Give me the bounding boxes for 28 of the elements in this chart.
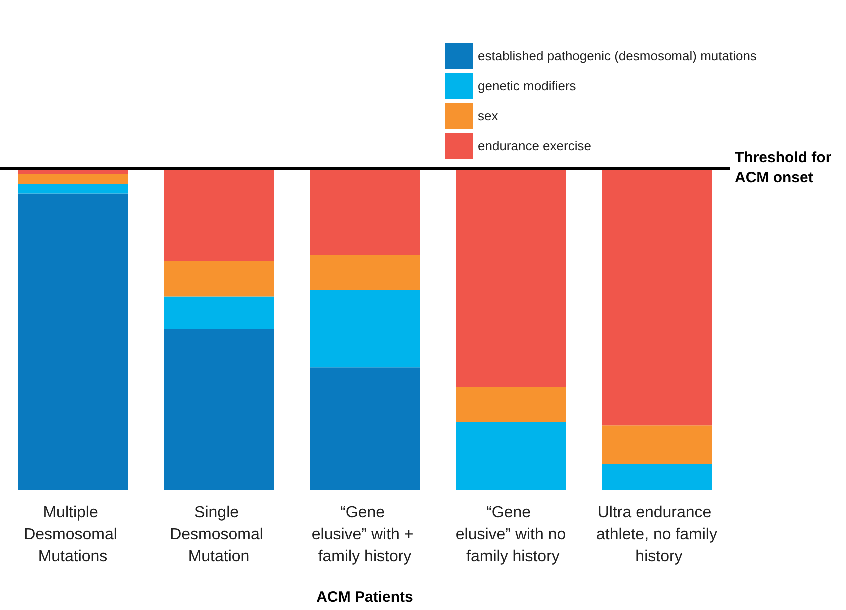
bar	[310, 290, 420, 368]
bar	[164, 168, 274, 262]
bar	[164, 296, 274, 329]
bar	[602, 464, 712, 490]
legend-label: established pathogenic (desmosomal) mutations	[478, 48, 758, 64]
x-axis-title: ACM Patients	[316, 589, 414, 606]
bar	[456, 386, 566, 422]
bar	[602, 168, 712, 426]
bar	[456, 168, 566, 387]
bar	[18, 194, 128, 490]
legend-label: genetic modifiers	[478, 78, 577, 94]
legend-label: endurance exercise	[478, 138, 592, 154]
bar	[602, 426, 712, 464]
x-tick-label: Multiple Desmosomal Mutations	[24, 504, 122, 566]
bar	[456, 422, 566, 490]
legend-label: sex	[478, 108, 499, 124]
bar	[310, 368, 420, 490]
x-tick-label: “Gene elusive” with + family history	[312, 504, 418, 566]
bar	[18, 184, 128, 194]
bar	[310, 254, 420, 290]
ref-line-label: Threshold for ACM onset	[735, 150, 832, 186]
bar	[164, 261, 274, 297]
x-tick-label: Ultra endurance athlete, no family history	[596, 504, 718, 566]
bar	[310, 168, 420, 255]
x-tick-label: “Gene elusive” with no family history	[456, 504, 566, 566]
bar	[18, 174, 128, 184]
x-tick-label: Single Desmosomal Mutation	[170, 504, 268, 566]
bar	[164, 329, 274, 490]
